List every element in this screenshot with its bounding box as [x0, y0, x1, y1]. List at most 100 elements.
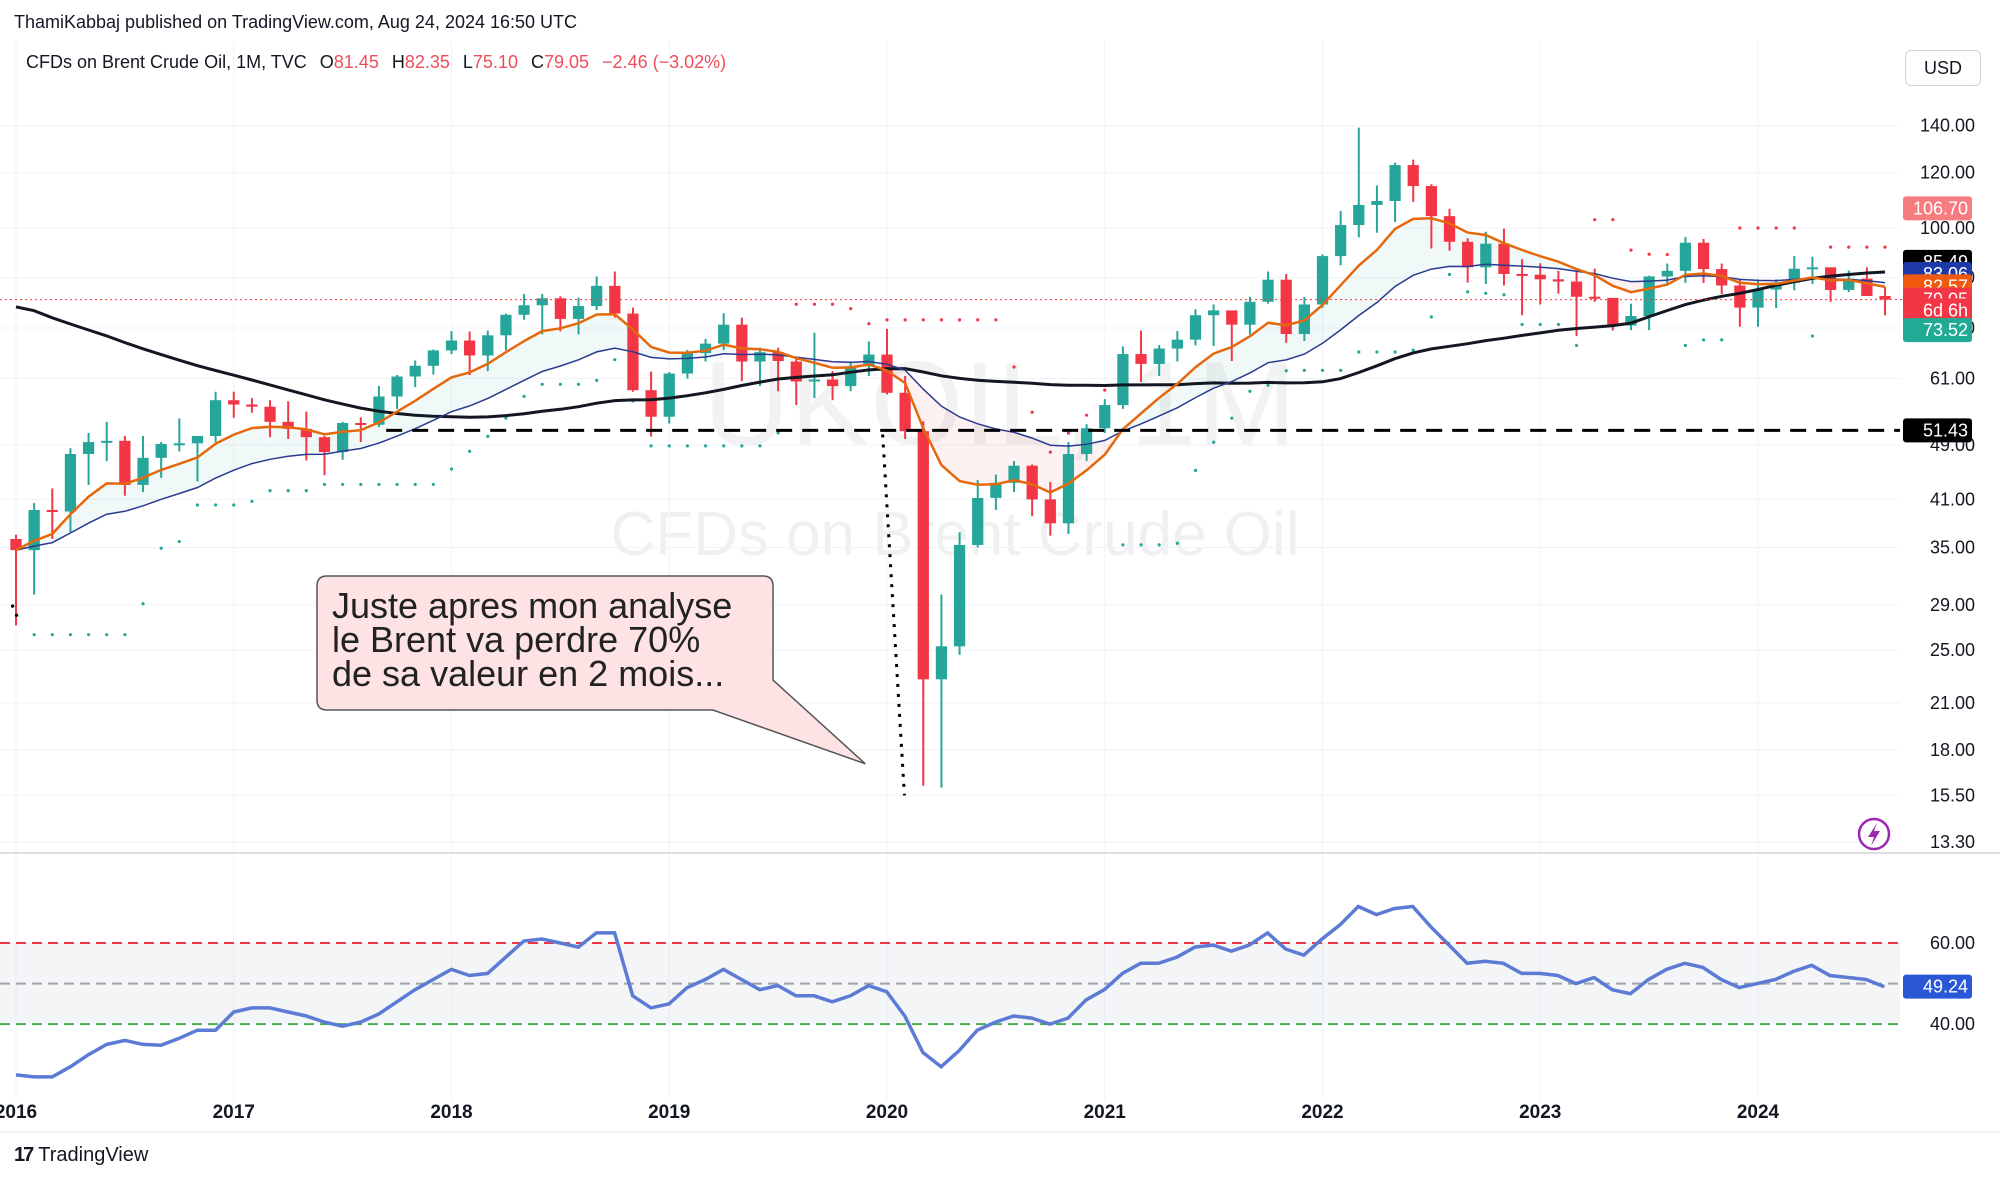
- time-tick-label: 2024: [1737, 1102, 1780, 1123]
- ribbon-segment: [959, 416, 978, 485]
- candle-body: [1117, 354, 1129, 406]
- time-tick-label: 2023: [1519, 1102, 1561, 1123]
- candle-body: [1462, 241, 1474, 268]
- parabolic-sar: [32, 218, 1887, 637]
- sar-dot: [1429, 315, 1433, 319]
- change-value: −2.46 (−3.02%): [602, 52, 727, 72]
- sar-dot: [1847, 245, 1851, 249]
- candle-body: [1135, 354, 1147, 364]
- candle-body: [609, 285, 621, 314]
- candle-body: [826, 379, 839, 387]
- sar-dot: [304, 489, 308, 493]
- tradingview-logo[interactable]: 17 TradingView: [14, 1144, 148, 1167]
- sar-dot: [504, 416, 508, 420]
- candles: [10, 127, 1891, 788]
- sar-dot: [903, 318, 907, 322]
- ribbon-segment: [977, 423, 996, 485]
- time-axis[interactable]: 2016 2017 2018 2019 2020 2021 2022 2023 2024: [0, 1102, 1780, 1123]
- candle-body: [1226, 310, 1238, 325]
- candle-body: [1679, 242, 1692, 271]
- sar-dot: [1212, 440, 1216, 444]
- price-axis[interactable]: 140.00120.00100.0085.0072.0061.0049.0041…: [1920, 116, 1975, 852]
- sar-dot: [976, 318, 980, 322]
- sar-dot: [522, 394, 526, 398]
- candle-body: [1806, 267, 1819, 270]
- sar-dot: [68, 633, 73, 637]
- sar-dot: [994, 318, 998, 322]
- candle-body: [1335, 225, 1347, 257]
- price-tick-label: 120.00: [1920, 163, 1975, 183]
- ribbon-segment: [179, 457, 198, 494]
- sar-dot: [1574, 343, 1579, 348]
- ribbon-segment: [578, 314, 597, 360]
- candle-body: [1788, 268, 1800, 283]
- candle-body: [427, 350, 439, 366]
- rsi-tick-label: 40.00: [1930, 1014, 1975, 1034]
- candle-body: [1734, 285, 1746, 308]
- currency-button[interactable]: USD: [1905, 50, 1981, 86]
- sar-dot: [195, 503, 200, 507]
- candle-body: [119, 440, 131, 485]
- sar-dot: [1012, 365, 1016, 369]
- sar-dot: [1375, 350, 1379, 354]
- ribbon-segment: [1612, 278, 1631, 293]
- candle-body: [881, 354, 893, 393]
- callout-line-3: de sa valeur en 2 mois...: [332, 653, 724, 694]
- callout-bubble: [316, 575, 866, 765]
- candle-body: [1371, 201, 1383, 205]
- sar-dot: [1230, 416, 1234, 420]
- annotation-callout[interactable]: Juste apres mon analyse le Brent va perd…: [316, 575, 866, 765]
- rsi-axis[interactable]: 60.00 40.00 49.24: [1903, 933, 1975, 1034]
- candle-body: [1661, 270, 1673, 277]
- ribbon-segment: [433, 377, 452, 421]
- candle-body: [445, 340, 458, 351]
- sar-dot: [685, 444, 689, 448]
- sar-dot: [1393, 350, 1397, 354]
- ribbon-segment: [941, 406, 960, 482]
- sar-dot: [341, 482, 345, 487]
- candle-body: [1498, 243, 1510, 274]
- candle-body: [1625, 316, 1637, 326]
- lightning-icon[interactable]: [1857, 817, 1891, 851]
- candle-body: [953, 544, 966, 647]
- sar-dot: [250, 499, 254, 503]
- candle-body: [82, 442, 95, 454]
- candle-body: [917, 431, 929, 680]
- ribbon-segment: [1177, 367, 1196, 408]
- candle-body: [518, 305, 530, 315]
- callout-line-1: Juste apres mon analyse: [332, 585, 732, 626]
- ribbon-segment: [596, 314, 615, 352]
- sar-dot: [939, 318, 944, 322]
- candle-body: [1697, 242, 1710, 270]
- sar-dot: [1357, 350, 1361, 354]
- ribbon-segment: [923, 389, 942, 466]
- candle-body: [1207, 310, 1220, 316]
- candle-body: [1643, 276, 1655, 317]
- sar-dot: [794, 302, 798, 306]
- sar-dot: [1665, 252, 1669, 257]
- candle-body: [464, 340, 476, 356]
- sar-dot: [1284, 369, 1288, 373]
- sar-dot: [649, 444, 653, 448]
- sar-dot: [1048, 450, 1052, 454]
- candle-body: [972, 497, 984, 545]
- sar-dot: [667, 444, 671, 448]
- candle-body: [1607, 297, 1619, 326]
- sar-dot: [214, 503, 218, 507]
- sar-dot: [1320, 368, 1325, 372]
- candle-body: [990, 482, 1002, 498]
- sar-dot: [1466, 290, 1470, 294]
- price-label-badge: [1903, 196, 1972, 221]
- sar-dot: [1175, 541, 1179, 545]
- high-label: H: [391, 52, 405, 72]
- time-tick-label: 2016: [0, 1102, 37, 1123]
- candle-body: [1480, 243, 1492, 268]
- sar-dot: [1611, 218, 1615, 222]
- ribbon-segment: [1358, 249, 1377, 316]
- price-tick-label: 61.00: [1930, 368, 1975, 388]
- sar-dot: [540, 382, 544, 386]
- ribbon-segment: [70, 496, 89, 533]
- published-by-caption: ThamiKabbaj published on TradingView.com…: [14, 12, 578, 32]
- sar-dot: [86, 633, 91, 637]
